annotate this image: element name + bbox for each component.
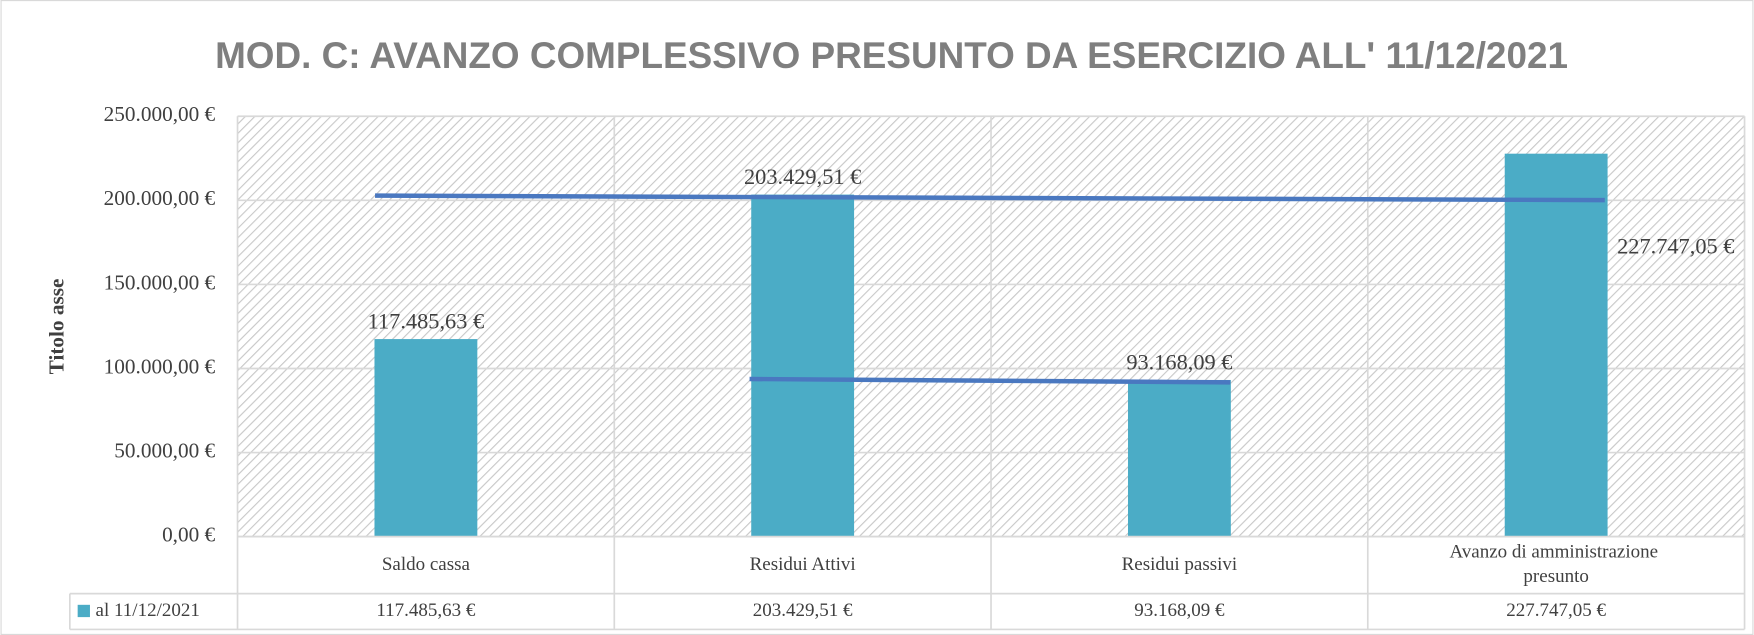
x-tick-label: Saldo cassa — [382, 554, 471, 575]
x-tick-label: Residui passivi — [1122, 554, 1238, 575]
y-tick-label: 150.000,00 € — [104, 270, 216, 294]
connector-line — [375, 193, 1605, 203]
y-tick-label: 250.000,00 € — [104, 102, 216, 126]
table-cell: 93.168,09 € — [1134, 600, 1225, 621]
y-tick-label: 50.000,00 € — [114, 438, 215, 462]
table-cell: 117.485,63 € — [376, 600, 476, 621]
connector-line — [749, 376, 1231, 385]
bar — [1127, 379, 1231, 537]
data-label: 93.168,09 € — [1126, 349, 1232, 374]
data-label: 117.485,63 € — [368, 309, 484, 334]
x-tick-label: Avanzo di amministrazione presunto — [1449, 542, 1662, 588]
bar — [1504, 153, 1608, 537]
bar — [751, 194, 855, 537]
y-axis-title: Titolo asse — [45, 279, 69, 375]
chart-title: MOD. C: AVANZO COMPLESSIVO PRESUNTO DA E… — [215, 35, 1568, 76]
table-cell: 203.429,51 € — [753, 600, 853, 621]
legend-swatch — [77, 604, 90, 618]
y-tick-label: 0,00 € — [162, 522, 215, 546]
x-tick-label: Residui Attivi — [750, 554, 856, 575]
y-tick-label: 200.000,00 € — [104, 186, 216, 210]
legend-label: al 11/12/2021 — [96, 600, 200, 621]
bar — [374, 339, 478, 537]
data-label: 227.747,05 € — [1617, 233, 1734, 258]
table-cell: 227.747,05 € — [1506, 600, 1606, 621]
y-tick-label: 100.000,00 € — [104, 354, 216, 378]
data-label: 203.429,51 € — [744, 164, 861, 189]
